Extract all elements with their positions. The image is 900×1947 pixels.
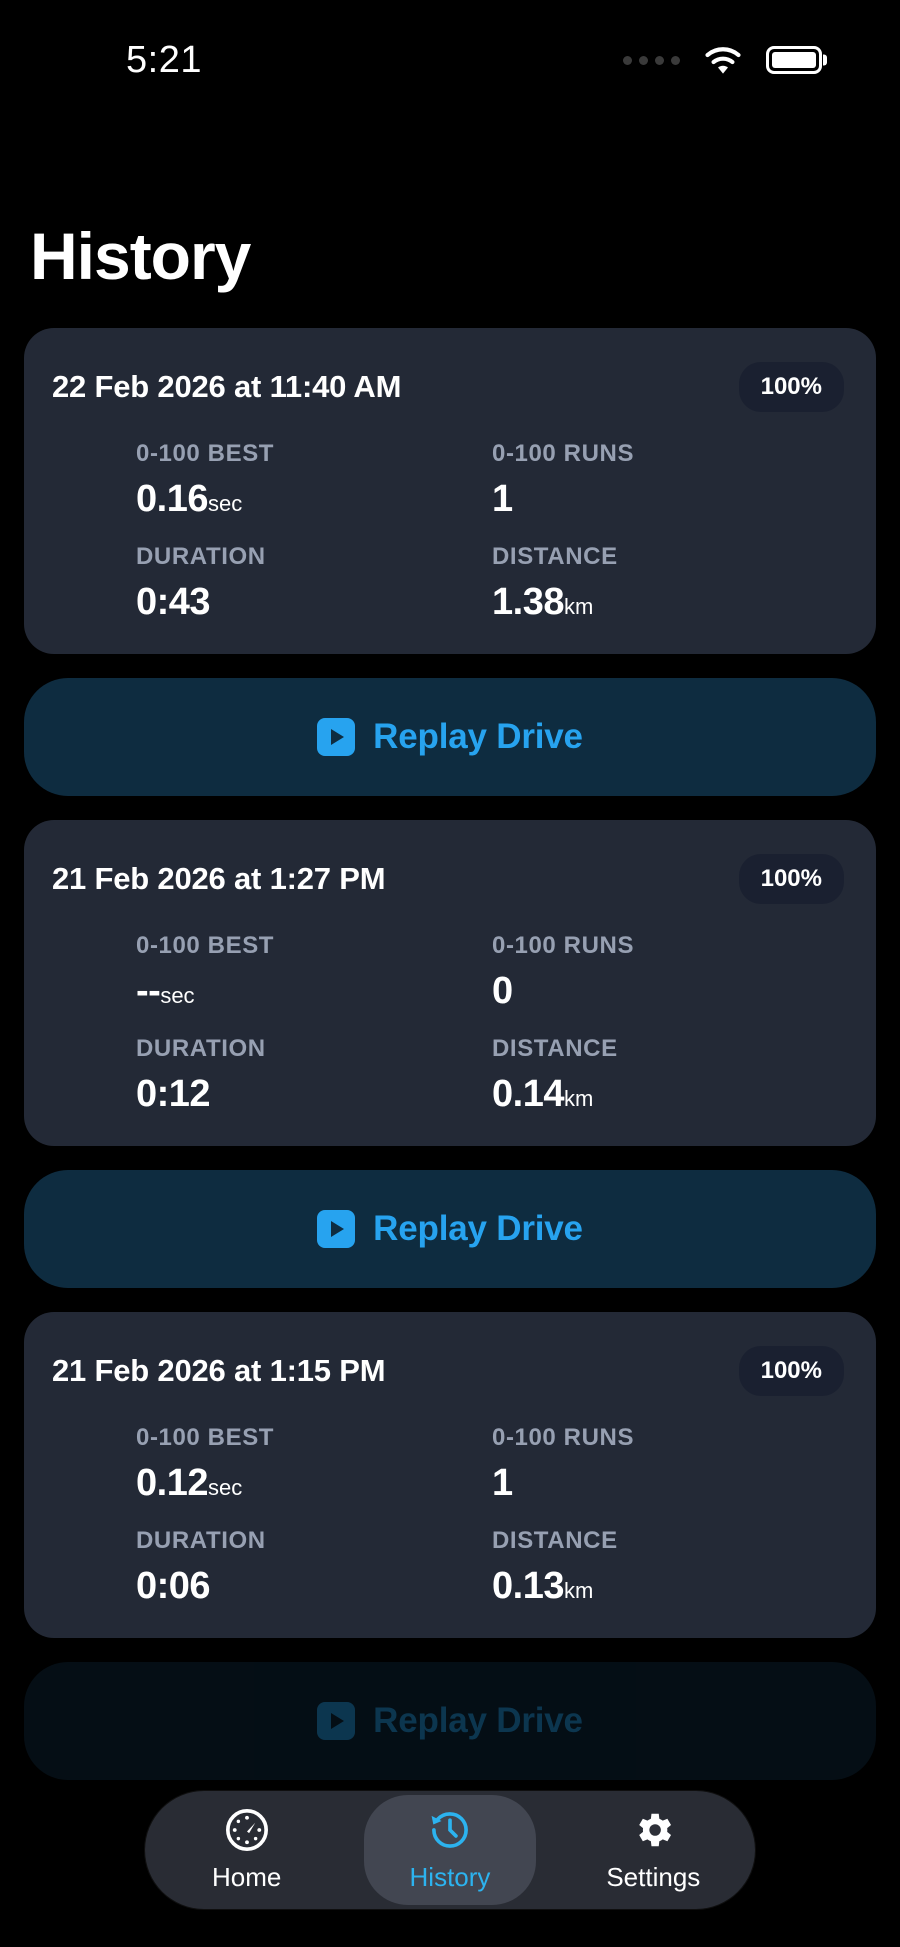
stat-label: DURATION bbox=[136, 543, 266, 570]
tab-history[interactable]: History bbox=[363, 1795, 536, 1905]
page-title: History bbox=[30, 219, 251, 293]
best-unit: sec bbox=[207, 491, 243, 516]
battery-badge: 100% bbox=[738, 1346, 844, 1396]
tab-label: History bbox=[409, 1862, 491, 1892]
play-icon bbox=[317, 718, 356, 756]
stat-label: DISTANCE bbox=[492, 1035, 618, 1062]
battery-badge: 100% bbox=[738, 854, 844, 904]
distance-number: 0.13 bbox=[492, 1565, 564, 1607]
replay-drive-label: Replay Drive bbox=[373, 1209, 583, 1248]
battery-full-icon bbox=[766, 46, 822, 74]
session-date: 22 Feb 2026 at 11:40 AM bbox=[52, 369, 402, 404]
stat-duration: DURATION 0:12 bbox=[136, 1035, 492, 1116]
best-number: 0.12 bbox=[136, 1462, 208, 1504]
bottom-tab-bar: Home History Settings bbox=[145, 1791, 755, 1909]
stat-duration: DURATION 0:43 bbox=[136, 543, 492, 624]
card-header: 21 Feb 2026 at 1:27 PM 100% bbox=[24, 854, 876, 904]
stat-row-performance: 0-100 BEST 0.12sec 0-100 RUNS 1 bbox=[24, 1424, 876, 1505]
history-list[interactable]: 22 Feb 2026 at 11:40 AM 100% 0-100 BEST … bbox=[0, 328, 900, 1947]
stat-value: 0:06 bbox=[136, 1565, 211, 1607]
stat-label: 0-100 BEST bbox=[136, 1424, 275, 1451]
best-unit: sec bbox=[160, 983, 195, 1008]
stat-label: DURATION bbox=[136, 1035, 266, 1062]
distance-number: 0.14 bbox=[492, 1073, 564, 1115]
stat-label: DISTANCE bbox=[492, 1527, 618, 1554]
best-unit: sec bbox=[207, 1475, 243, 1500]
stat-runs: 0-100 RUNS 1 bbox=[492, 440, 848, 521]
stat-duration: DURATION 0:06 bbox=[136, 1527, 492, 1608]
stat-runs: 0-100 RUNS 0 bbox=[492, 932, 848, 1013]
distance-unit: km bbox=[563, 1086, 594, 1111]
stat-row-performance: 0-100 BEST 0.16sec 0-100 RUNS 1 bbox=[24, 440, 876, 521]
stat-value: 0.13km bbox=[492, 1565, 848, 1608]
stat-runs: 0-100 RUNS 1 bbox=[492, 1424, 848, 1505]
stat-value: 1 bbox=[492, 1462, 513, 1504]
session-card[interactable]: 22 Feb 2026 at 11:40 AM 100% 0-100 BEST … bbox=[24, 328, 876, 654]
session-date: 21 Feb 2026 at 1:15 PM bbox=[52, 1353, 386, 1388]
distance-unit: km bbox=[563, 1578, 594, 1603]
distance-unit: km bbox=[563, 594, 594, 619]
replay-drive-label: Replay Drive bbox=[373, 1701, 583, 1740]
status-time: 5:21 bbox=[126, 38, 202, 81]
status-indicators bbox=[623, 44, 822, 76]
stat-label: 0-100 BEST bbox=[136, 932, 275, 959]
replay-drive-button[interactable]: Replay Drive bbox=[24, 1662, 876, 1780]
status-bar: 5:21 bbox=[0, 0, 900, 120]
signal-dots-icon bbox=[623, 55, 680, 65]
tab-home[interactable]: Home bbox=[161, 1795, 333, 1905]
tab-label: Home bbox=[211, 1862, 282, 1892]
stat-label: DISTANCE bbox=[492, 543, 618, 570]
play-icon bbox=[317, 1210, 356, 1248]
stat-value: 0 bbox=[492, 970, 513, 1012]
best-number: 0.16 bbox=[136, 478, 208, 520]
stat-distance: DISTANCE 0.13km bbox=[492, 1527, 848, 1608]
stat-value: 0.14km bbox=[492, 1073, 848, 1116]
clock-history-icon bbox=[431, 1812, 468, 1848]
stat-value: 0:43 bbox=[136, 581, 211, 623]
tab-label: Settings bbox=[606, 1862, 701, 1892]
replay-drive-button[interactable]: Replay Drive bbox=[24, 678, 876, 796]
play-icon bbox=[317, 1702, 356, 1740]
stat-best: 0-100 BEST 0.12sec bbox=[136, 1424, 492, 1505]
stat-label: 0-100 RUNS bbox=[492, 1424, 635, 1451]
best-number: -- bbox=[136, 970, 161, 1012]
stat-row-trip: DURATION 0:43 DISTANCE 1.38km bbox=[24, 543, 876, 624]
stat-value: 0.16sec bbox=[136, 478, 492, 521]
stat-value: 0.12sec bbox=[136, 1462, 492, 1505]
session-card[interactable]: 21 Feb 2026 at 1:15 PM 100% 0-100 BEST 0… bbox=[24, 1312, 876, 1638]
stat-label: 0-100 RUNS bbox=[492, 440, 635, 467]
stat-value: 1.38km bbox=[492, 581, 848, 624]
stat-best: 0-100 BEST 0.16sec bbox=[136, 440, 492, 521]
battery-badge: 100% bbox=[738, 362, 844, 412]
stat-label: DURATION bbox=[136, 1527, 266, 1554]
distance-number: 1.38 bbox=[492, 581, 564, 623]
stat-value: 0:12 bbox=[136, 1073, 211, 1115]
stat-row-trip: DURATION 0:12 DISTANCE 0.14km bbox=[24, 1035, 876, 1116]
replay-drive-button[interactable]: Replay Drive bbox=[24, 1170, 876, 1288]
gear-icon bbox=[639, 1813, 672, 1847]
stat-best: 0-100 BEST --sec bbox=[136, 932, 492, 1013]
session-date: 21 Feb 2026 at 1:27 PM bbox=[52, 861, 386, 896]
stat-distance: DISTANCE 1.38km bbox=[492, 543, 848, 624]
stat-label: 0-100 RUNS bbox=[492, 932, 635, 959]
wifi-icon bbox=[705, 47, 741, 74]
card-header: 21 Feb 2026 at 1:15 PM 100% bbox=[24, 1346, 876, 1396]
session-card[interactable]: 21 Feb 2026 at 1:27 PM 100% 0-100 BEST -… bbox=[24, 820, 876, 1146]
stat-value: --sec bbox=[136, 970, 492, 1013]
tab-settings[interactable]: Settings bbox=[567, 1795, 739, 1905]
card-header: 22 Feb 2026 at 11:40 AM 100% bbox=[24, 362, 876, 412]
speedometer-icon bbox=[225, 1809, 268, 1851]
stat-row-performance: 0-100 BEST --sec 0-100 RUNS 0 bbox=[24, 932, 876, 1013]
stat-value: 1 bbox=[492, 478, 513, 520]
stat-row-trip: DURATION 0:06 DISTANCE 0.13km bbox=[24, 1527, 876, 1608]
replay-drive-label: Replay Drive bbox=[373, 717, 583, 756]
stat-label: 0-100 BEST bbox=[136, 440, 275, 467]
stat-distance: DISTANCE 0.14km bbox=[492, 1035, 848, 1116]
